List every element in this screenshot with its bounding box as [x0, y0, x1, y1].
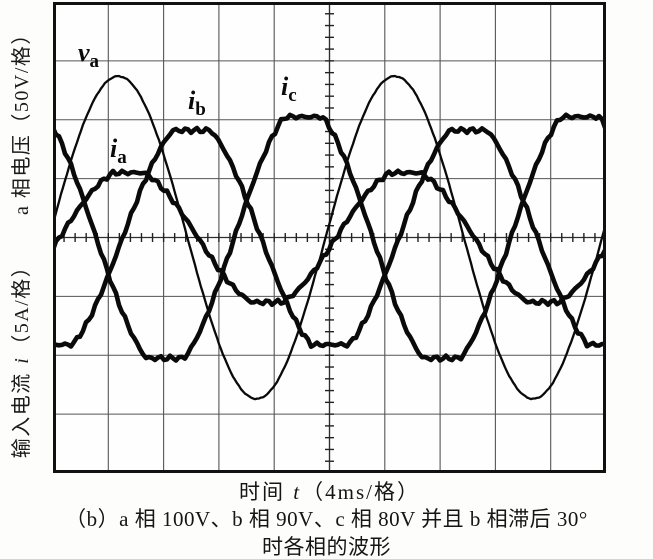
caption-line-2: 时各相的波形 — [262, 535, 391, 559]
y-axis-label-current-suffix: （5A/格） — [11, 255, 33, 355]
i_a-trace — [53, 168, 606, 308]
oscilloscope-plot — [53, 2, 606, 473]
y-axis-label-voltage: a 相电压（50V/格） — [11, 23, 33, 215]
x-axis-label-suffix: （4ms/格） — [302, 480, 420, 504]
caption-line-1: （b）a 相 100V、b 相 90V、c 相 80V 并且 b 相滞后 30° — [65, 507, 588, 531]
y-axis-label-current: 输入电流 i（5A/格） — [9, 242, 35, 472]
time-symbol-italic: t — [293, 480, 302, 504]
current-symbol-italic: i — [11, 356, 33, 364]
v_a-trace — [53, 74, 606, 401]
x-axis-label: 时间 t（4ms/格） — [53, 476, 606, 506]
graticule-border — [53, 2, 606, 473]
i_b-trace — [53, 125, 606, 349]
i_c-trace — [53, 112, 606, 363]
y-axis-label-current-prefix: 输入电流 — [11, 365, 33, 459]
x-axis-label-prefix: 时间 — [239, 480, 293, 504]
